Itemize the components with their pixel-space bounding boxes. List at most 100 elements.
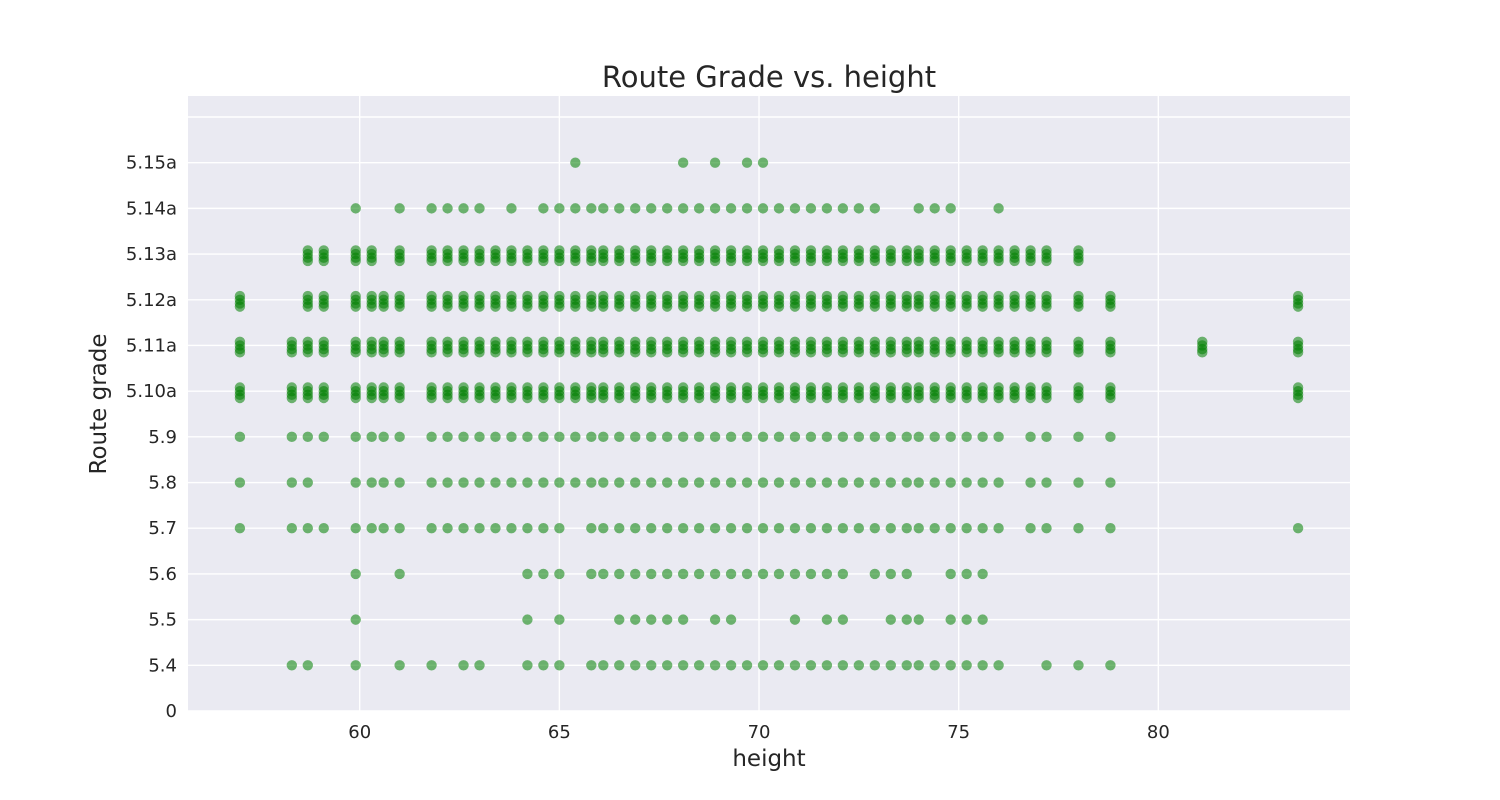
data-point: [805, 568, 817, 580]
data-point: [869, 523, 881, 534]
data-point: [789, 382, 801, 393]
data-point: [661, 245, 673, 256]
y-tick-label: 5.13a: [126, 244, 177, 265]
data-point: [614, 203, 625, 214]
data-point: [506, 431, 517, 443]
data-point: [1073, 336, 1084, 348]
data-point: [789, 660, 801, 671]
data-point: [853, 203, 865, 214]
data-point: [426, 203, 437, 214]
data-point: [234, 382, 246, 393]
data-point: [805, 477, 817, 488]
data-point: [426, 660, 437, 671]
data-point: [869, 660, 881, 671]
data-point: [630, 477, 641, 488]
y-tick-label: 5.6: [148, 564, 177, 585]
data-point: [366, 477, 377, 488]
data-point: [522, 523, 533, 534]
data-point: [474, 477, 485, 488]
data-point: [837, 431, 849, 443]
data-point: [677, 523, 689, 534]
data-point: [286, 431, 298, 443]
data-point: [885, 660, 896, 671]
data-point: [302, 431, 313, 443]
data-point: [741, 382, 753, 393]
data-point: [837, 290, 849, 302]
data-point: [693, 203, 705, 214]
data-point: [773, 290, 785, 302]
data-point: [773, 568, 785, 580]
y-tick-label: 5.12a: [126, 290, 177, 311]
data-point: [913, 614, 924, 625]
data-point: [378, 290, 389, 302]
data-point: [661, 660, 673, 671]
data-point: [350, 523, 361, 534]
data-point: [394, 431, 405, 443]
data-point: [350, 382, 361, 393]
data-point: [630, 568, 641, 580]
data-point: [366, 523, 377, 534]
y-tick-label: 5.14a: [126, 198, 177, 219]
data-point: [725, 431, 737, 443]
data-point: [789, 431, 801, 443]
data-point: [853, 660, 865, 671]
data-point: [961, 568, 972, 580]
data-point: [442, 523, 453, 534]
data-point: [885, 245, 896, 256]
data-point: [554, 660, 565, 671]
data-point: [570, 477, 581, 488]
x-tick-label: 80: [1147, 722, 1170, 743]
data-point: [773, 523, 785, 534]
data-point: [318, 523, 329, 534]
data-point: [522, 477, 533, 488]
data-point: [725, 382, 737, 393]
data-point: [805, 245, 817, 256]
data-point: [837, 245, 849, 256]
data-point: [945, 382, 956, 393]
data-point: [586, 431, 597, 443]
data-point: [709, 477, 721, 488]
data-point: [757, 568, 769, 580]
data-point: [458, 203, 469, 214]
data-point: [490, 290, 501, 302]
data-point: [805, 290, 817, 302]
data-point: [741, 477, 753, 488]
data-point: [1105, 477, 1116, 488]
data-point: [506, 523, 517, 534]
data-point: [725, 290, 737, 302]
y-tick-label: 5.8: [148, 473, 177, 494]
data-point: [286, 523, 298, 534]
data-point: [646, 336, 657, 348]
data-point: [961, 431, 972, 443]
data-point: [506, 290, 517, 302]
data-point: [993, 245, 1004, 256]
data-point: [913, 290, 924, 302]
data-point: [474, 290, 485, 302]
data-point: [821, 614, 833, 625]
data-point: [725, 660, 737, 671]
data-point: [853, 477, 865, 488]
data-point: [661, 290, 673, 302]
data-point: [554, 290, 565, 302]
data-point: [913, 245, 924, 256]
data-point: [554, 245, 565, 256]
data-point: [709, 568, 721, 580]
y-tick-label: 0: [166, 701, 177, 722]
data-point: [885, 290, 896, 302]
data-point: [522, 290, 533, 302]
data-point: [614, 614, 625, 625]
data-point: [522, 431, 533, 443]
data-point: [302, 382, 313, 393]
data-point: [646, 523, 657, 534]
data-point: [837, 382, 849, 393]
data-point: [522, 614, 533, 625]
data-point: [538, 568, 549, 580]
data-point: [961, 614, 972, 625]
data-point: [821, 382, 833, 393]
data-point: [458, 382, 469, 393]
data-point: [614, 431, 625, 443]
data-point: [789, 568, 801, 580]
data-point: [1105, 382, 1116, 393]
data-point: [977, 382, 988, 393]
data-point: [993, 477, 1004, 488]
